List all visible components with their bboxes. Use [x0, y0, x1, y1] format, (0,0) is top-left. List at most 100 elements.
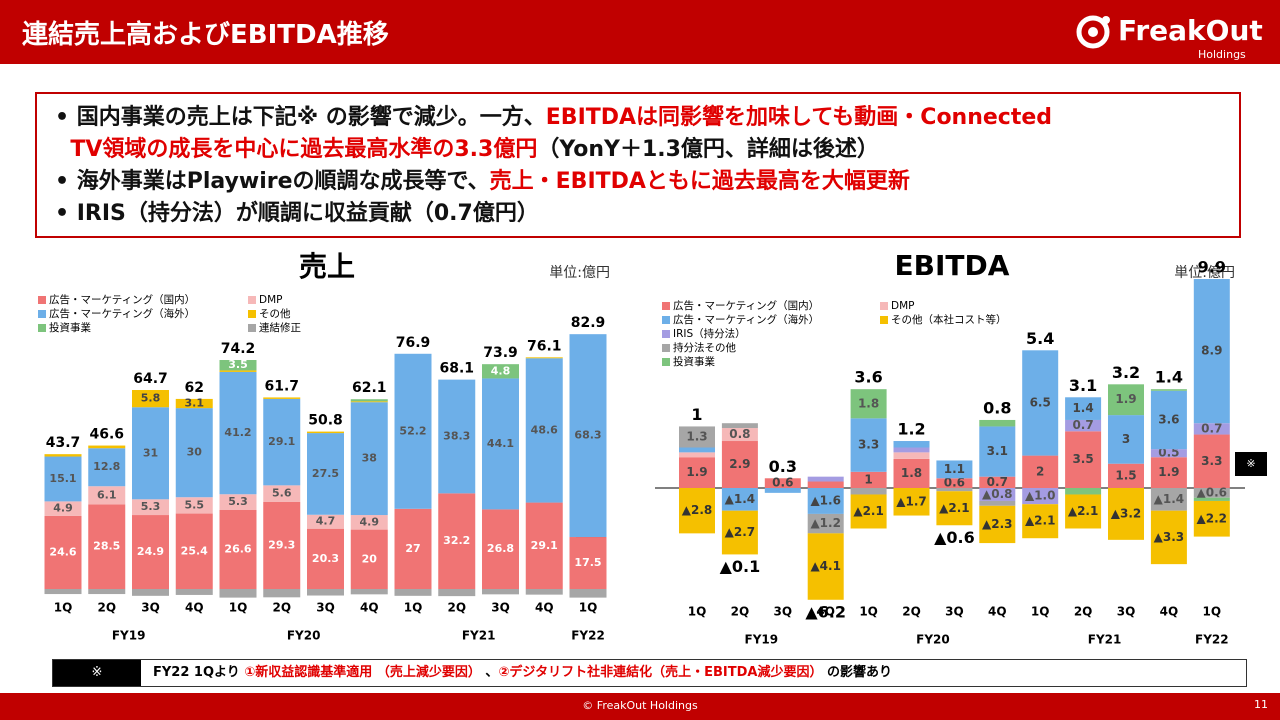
data-label: 20.3	[312, 552, 339, 565]
bar-segment	[1065, 419, 1102, 432]
bullet-line: TV領域の成長を中心に過去最高水準の3.3億円（YonY＋1.3億円、詳細は後述…	[55, 134, 1239, 166]
data-label: 48.6	[531, 423, 558, 436]
bar-segment	[893, 458, 930, 488]
bar-segment	[721, 428, 758, 442]
total-label: 3.1	[1069, 376, 1097, 395]
x-tick-label: 4Q	[1160, 605, 1179, 619]
x-tick-label: 2Q	[97, 601, 116, 615]
total-label: 0.8	[983, 398, 1011, 417]
bar-segment	[219, 509, 257, 589]
bar-segment	[936, 460, 973, 479]
legend-swatch	[662, 302, 670, 310]
total-label: 68.1	[439, 361, 474, 377]
data-label: 17.5	[574, 556, 601, 569]
x-tick-label: 1Q	[1031, 605, 1050, 619]
data-label: 68.3	[574, 429, 601, 442]
bar-segment	[350, 589, 388, 595]
total-label: 0.3	[769, 457, 797, 476]
footnote-segment: 、	[480, 665, 499, 680]
total-label: 43.7	[46, 435, 81, 451]
footnote: ※ FY22 1Qより ①新収益認識基準適用 （売上減少要因） 、②デジタリフト…	[52, 659, 1247, 687]
total-label: 46.6	[89, 427, 124, 443]
x-tick-label: 1Q	[1203, 605, 1222, 619]
bar-segment	[132, 390, 169, 408]
data-label: ▲2.1	[939, 501, 970, 515]
bar-segment	[219, 494, 257, 510]
bar-segment	[979, 505, 1016, 544]
bar-segment	[807, 481, 844, 488]
bar-segment	[44, 501, 82, 516]
bar-segment	[438, 493, 476, 589]
bar-segment	[679, 452, 715, 458]
total-label: 1.2	[897, 420, 925, 439]
bar-segment	[1065, 488, 1102, 495]
x-tick-label: 1Q	[54, 601, 73, 615]
copyright: © FreakOut Holdings	[582, 699, 698, 712]
bullet-text: TV領域の成長を中心に過去最高水準の3.3億円	[55, 137, 538, 162]
data-label: ▲0.6	[1197, 485, 1228, 499]
bar-segment	[1193, 279, 1230, 424]
bar-segment	[1193, 423, 1230, 435]
data-label: ▲2.7	[725, 525, 756, 539]
data-label: 4.7	[316, 515, 336, 528]
data-label: 1.5	[1115, 468, 1136, 482]
bar-segment	[482, 589, 519, 595]
data-label: 38	[362, 452, 377, 465]
data-label: ▲0.8	[982, 487, 1013, 501]
bar-segment	[721, 441, 758, 488]
footnote-segment: の影響あり	[822, 665, 892, 680]
bar-segment	[721, 510, 758, 555]
bar-segment	[1022, 504, 1059, 539]
data-label: 25.4	[181, 544, 208, 557]
legend-swatch	[248, 296, 256, 304]
chart-title: 売上	[299, 250, 355, 283]
data-label: 0.7	[987, 475, 1008, 489]
total-label: 62.1	[352, 380, 387, 396]
bar-segment	[394, 589, 432, 596]
data-label: 3	[1122, 432, 1130, 446]
bar-segment	[1022, 488, 1059, 505]
note-marker-text: ※	[1246, 457, 1255, 470]
bar-segment	[482, 364, 519, 379]
legend-label: IRIS（持分法）	[673, 327, 746, 340]
data-label: 1.8	[858, 396, 879, 410]
data-label: 5.5	[185, 498, 205, 511]
bar-segment	[1150, 449, 1187, 458]
bullet-text: EBITDAは同影響を加味しても動画・Connected	[545, 105, 1053, 130]
total-label: ▲6.2	[805, 602, 846, 621]
data-label: 0.6	[944, 476, 965, 490]
bar-segment	[175, 408, 213, 498]
bar-segment	[88, 504, 126, 589]
legend-label: 広告・マーケティング（国内）	[673, 299, 819, 312]
bar-segment	[263, 501, 301, 589]
data-label: ▲1.0	[1025, 489, 1056, 503]
bar-segment	[219, 370, 257, 372]
note-marker-text: ※	[586, 527, 595, 540]
total-label: 61.7	[264, 378, 299, 394]
legend-label: 広告・マーケティング（国内）	[49, 293, 195, 306]
data-label: 0.7	[1201, 421, 1222, 435]
bar-segment	[44, 515, 82, 589]
x-tick-label: 4Q	[185, 601, 204, 615]
data-label: 1.4	[1072, 401, 1093, 415]
note-marker	[1235, 452, 1267, 476]
data-label: 3.3	[1201, 454, 1222, 468]
x-tick-label: 4Q	[988, 605, 1007, 619]
data-label: 1.9	[686, 465, 707, 479]
data-label: ▲2.2	[1197, 511, 1228, 525]
total-label: 9.9	[1198, 258, 1226, 277]
bullet-text: • IRIS（持分法）が順調に収益貢献（0.7億円）	[55, 201, 539, 226]
bar-segment	[569, 589, 607, 598]
fiscal-year-label: FY20	[287, 629, 321, 643]
footer-bar: © FreakOut Holdings 11	[0, 693, 1280, 720]
bar-segment	[1065, 431, 1102, 488]
fiscal-year-label: FY21	[1088, 633, 1122, 647]
x-tick-label: 1Q	[229, 601, 248, 615]
data-label: 2.9	[729, 457, 750, 471]
bar-segment	[219, 371, 257, 495]
data-label: 3.3	[858, 438, 879, 452]
data-label: 26.8	[487, 542, 514, 555]
bar-segment	[307, 528, 344, 589]
bar-segment	[1150, 457, 1187, 488]
data-label: 1.8	[901, 466, 922, 480]
